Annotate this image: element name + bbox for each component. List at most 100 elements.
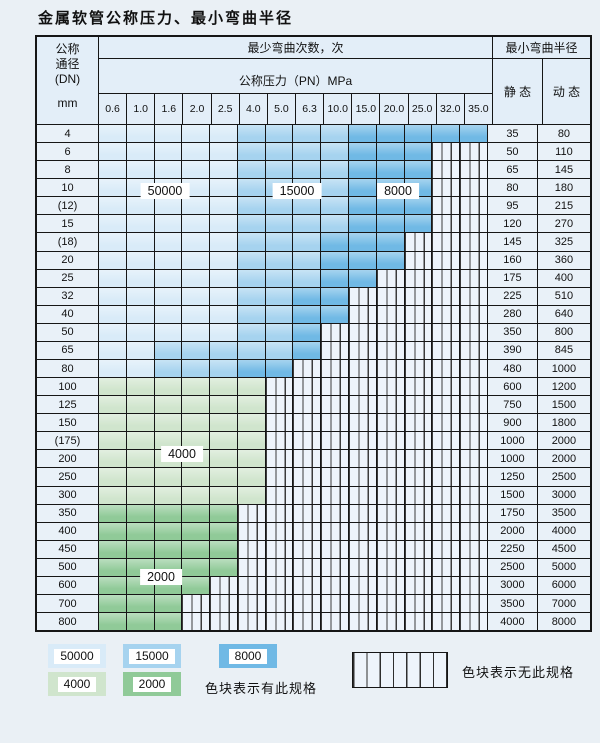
dynamic-value-cell: 110 (537, 143, 590, 161)
dynamic-value-cell: 800 (537, 323, 590, 341)
static-value-cell: 1250 (487, 468, 538, 486)
table-row: 250 1250 2500 (37, 468, 590, 487)
table-row: 500 2500 5000 (37, 558, 590, 577)
dynamic-value-cell: 360 (537, 251, 590, 269)
spec-cell (210, 269, 238, 287)
static-value-cell: 145 (487, 233, 538, 251)
no-spec-cell (265, 414, 294, 432)
no-spec-cell (293, 576, 322, 595)
static-value-cell: 3500 (487, 595, 538, 613)
spec-cell (182, 341, 211, 360)
spec-cell (99, 450, 127, 468)
min-bend-radius-header: 最小弯曲半径 (493, 37, 590, 59)
spec-cell (321, 305, 350, 323)
spec-cell (237, 341, 266, 360)
spec-cell (265, 233, 294, 251)
table-header: 公称 通径 (DN) mm 最少弯曲次数，次 公称压力（PN）MPa 0.6 1.… (37, 37, 590, 125)
spec-cell (99, 305, 127, 323)
dn-column-header: 公称 通径 (DN) mm (37, 37, 99, 124)
no-spec-cell (293, 396, 322, 414)
min-bend-cycles-header: 最少弯曲次数，次 (99, 37, 492, 59)
legend-swatch-label: 8000 (228, 648, 268, 664)
no-spec-cell (404, 378, 433, 396)
no-spec-cell (460, 305, 488, 323)
no-spec-cell (404, 251, 433, 269)
no-spec-cell (404, 287, 433, 305)
spec-cell (99, 341, 127, 360)
spec-cell (237, 378, 266, 396)
no-spec-cell (349, 540, 377, 558)
no-spec-cell (265, 558, 294, 576)
no-spec-cell (432, 558, 461, 576)
no-spec-cell (321, 378, 350, 396)
spec-cell (182, 396, 211, 414)
spec-cell (293, 233, 322, 251)
spec-table: 公称 通径 (DN) mm 最少弯曲次数，次 公称压力（PN）MPa 0.6 1.… (35, 35, 592, 632)
no-spec-cell (432, 414, 461, 432)
table-row: 65 390 845 (37, 341, 590, 361)
no-spec-cell (460, 468, 488, 486)
spec-cell (126, 215, 155, 233)
spec-cell (321, 161, 350, 179)
spec-cell (321, 197, 350, 215)
spec-cell (154, 468, 183, 486)
spec-cell (99, 269, 127, 287)
spec-cell (126, 396, 155, 414)
no-spec-cell (432, 504, 461, 522)
spec-cell (237, 251, 266, 269)
spec-cell (154, 161, 183, 179)
dynamic-value-cell: 1000 (537, 360, 590, 378)
no-spec-cell (265, 486, 294, 504)
spec-cell (182, 504, 211, 522)
spec-cell (182, 269, 211, 287)
spec-cell (126, 486, 155, 504)
spec-cell (265, 360, 294, 378)
table-row: 80 480 1000 (37, 360, 590, 379)
no-spec-cell (376, 269, 405, 287)
pressure-col-header: 20.0 (380, 94, 409, 124)
no-spec-cell (321, 522, 350, 540)
dynamic-value-cell: 1200 (537, 378, 590, 396)
spec-cell (265, 341, 294, 360)
spec-cell (126, 143, 155, 161)
spec-cell (321, 125, 350, 143)
spec-cell (154, 595, 183, 613)
zone-label: 4000 (161, 446, 203, 462)
no-spec-cell (376, 450, 405, 468)
no-spec-cell (293, 613, 322, 631)
spec-cell (154, 613, 183, 631)
spec-cell (237, 323, 266, 341)
no-spec-cell (321, 595, 350, 613)
no-spec-cell (432, 197, 461, 215)
pressure-columns-row: 0.6 1.0 1.6 2.0 2.5 4.0 5.0 6.3 10.0 15.0 20.0 25.0… (99, 94, 492, 124)
no-spec-cell (404, 486, 433, 504)
static-value-cell: 480 (487, 360, 538, 378)
dynamic-value-cell: 400 (537, 269, 590, 287)
spec-cell (182, 432, 211, 450)
pressure-col-header: 0.6 (99, 94, 128, 124)
no-spec-cell (432, 251, 461, 269)
spec-cell (321, 179, 350, 197)
dn-header-unit: mm (57, 96, 78, 110)
no-spec-cell (265, 396, 294, 414)
no-spec-cell (321, 396, 350, 414)
pressure-col-header: 1.6 (155, 94, 184, 124)
zone-label: 2000 (140, 569, 182, 585)
no-spec-cell (432, 287, 461, 305)
table-row: 450 2250 4500 (37, 540, 590, 559)
no-spec-cell (349, 396, 377, 414)
no-spec-cell (293, 558, 322, 576)
static-value-cell: 1000 (487, 450, 538, 468)
spec-cell (265, 143, 294, 161)
spec-cell (349, 179, 377, 197)
spec-cell (154, 125, 183, 143)
no-spec-cell (432, 486, 461, 504)
spec-cell (154, 432, 183, 450)
table-row: (175) 1000 2000 (37, 432, 590, 451)
nominal-pressure-header: 公称压力（PN）MPa (99, 59, 492, 94)
dynamic-value-cell: 270 (537, 215, 590, 233)
dynamic-value-cell: 845 (537, 341, 590, 360)
no-spec-cell (321, 323, 350, 341)
static-value-cell: 4000 (487, 613, 538, 631)
